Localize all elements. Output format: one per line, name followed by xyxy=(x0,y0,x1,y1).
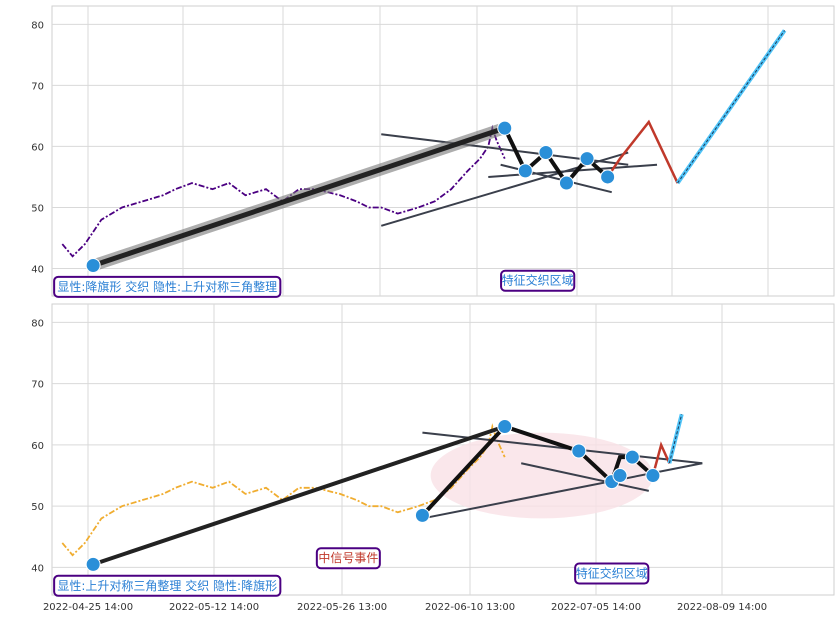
triangle-boundary-line xyxy=(488,163,658,178)
x-tick-label: 2022-05-26 13:00 xyxy=(297,602,387,613)
blue-projection-center xyxy=(668,414,683,464)
annotation-text: 特征交织区域 xyxy=(502,273,574,288)
key-point-marker xyxy=(571,443,587,459)
y-tick-label: 50 xyxy=(31,203,44,214)
red-projection-line xyxy=(606,119,679,184)
annotation-box xyxy=(574,562,650,585)
triangle-boundary-line xyxy=(520,462,650,492)
key-point-marker xyxy=(414,507,430,523)
bottom-chart-panel: 40 50 60 70 80 显性:上升对称三角整理 交织 隐性:降旗形 中信号事件特征交织… xyxy=(31,303,835,613)
y-tick-label: 80 xyxy=(31,20,44,31)
x-tick-label: 2022-05-12 14:00 xyxy=(169,602,259,613)
key-point-marker xyxy=(645,468,661,484)
key-point-marker xyxy=(579,151,595,167)
y-tick-label: 40 xyxy=(31,265,44,276)
key-point-marker xyxy=(85,556,101,572)
plot-frame xyxy=(51,303,835,596)
x-tick-label: 2022-06-10 13:00 xyxy=(425,602,515,613)
key-point-marker xyxy=(85,257,101,273)
highlight-ellipse xyxy=(430,432,653,519)
top-chart-panel: 40 50 60 70 80 显性:降旗形 交织 隐性:上升对称三角整理 特征交织区域 xyxy=(31,5,835,298)
key-point-marker xyxy=(600,169,616,185)
annotation-box xyxy=(53,275,282,298)
y-tick-label: 50 xyxy=(31,502,44,513)
main-trend-line xyxy=(92,125,506,268)
annotation-text: 中信号事件 xyxy=(318,550,378,565)
annotation-text: 特征交织区域 xyxy=(576,566,648,581)
x-tick-label: 2022-04-25 14:00 xyxy=(43,602,133,613)
annotation-box xyxy=(315,547,381,570)
y-tick-label: 80 xyxy=(31,318,44,329)
annotation-text: 显性:降旗形 交织 隐性:上升对称三角整理 xyxy=(57,279,277,294)
key-point-marker xyxy=(624,449,640,465)
y-tick-label: 60 xyxy=(31,441,44,452)
y-tick-label: 60 xyxy=(31,142,44,153)
annotation-box xyxy=(500,269,576,292)
x-tick-label: 2022-08-09 14:00 xyxy=(677,602,767,613)
y-tick-label: 70 xyxy=(31,380,44,391)
annotation-text: 显性:上升对称三角整理 交织 隐性:降旗形 xyxy=(57,578,277,593)
key-point-marker xyxy=(517,163,533,179)
key-point-marker xyxy=(558,175,574,191)
main-trend-line xyxy=(92,424,506,567)
price-series-line xyxy=(61,423,506,557)
y-tick-label: 70 xyxy=(31,81,44,92)
key-point-marker xyxy=(612,468,628,484)
key-point-marker xyxy=(497,120,513,136)
x-tick-label: 2022-07-05 14:00 xyxy=(551,602,641,613)
annotation-box xyxy=(53,574,282,597)
key-point-marker xyxy=(497,419,513,435)
blue-projection-center xyxy=(677,30,786,184)
key-point-marker xyxy=(538,145,554,161)
red-projection-line xyxy=(651,441,671,476)
y-tick-label: 40 xyxy=(31,563,44,574)
